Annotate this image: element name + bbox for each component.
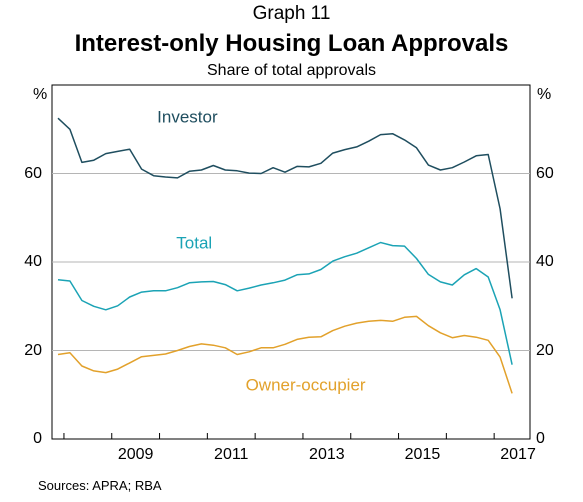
y-tick-left-0: 0 bbox=[33, 430, 42, 447]
x-tick-marks bbox=[63, 433, 495, 439]
series-label-owner-occupier: Owner-occupier bbox=[246, 375, 366, 394]
y-tick-right-60: 60 bbox=[536, 164, 554, 182]
y-tick-left-20: 20 bbox=[24, 341, 42, 359]
x-tick-label-2015: 2015 bbox=[404, 446, 441, 463]
series-label-investor: Investor bbox=[157, 108, 218, 127]
series-label-total: Total bbox=[176, 234, 212, 253]
x-tick-label-2011: 2011 bbox=[214, 446, 249, 463]
graph-number: Graph 11 bbox=[252, 3, 331, 24]
series-labels: Investor Total Owner-occupier bbox=[157, 108, 366, 395]
series-line-owner-occupier bbox=[57, 315, 513, 394]
x-tick-label-2013: 2013 bbox=[309, 446, 345, 463]
sources-note: Sources: APRA; RBA bbox=[38, 478, 162, 493]
y-tick-left-60: 60 bbox=[24, 164, 42, 182]
series-lines bbox=[57, 117, 513, 394]
y-tick-left-40: 40 bbox=[24, 253, 42, 270]
chart-title: Interest-only Housing Loan Approvals bbox=[74, 30, 509, 57]
gridlines bbox=[52, 173, 530, 351]
series-line-total bbox=[57, 241, 513, 365]
y-tick-right-0: 0 bbox=[536, 430, 545, 447]
x-tick-label-2009: 2009 bbox=[117, 446, 154, 463]
series-line-investor bbox=[57, 117, 513, 299]
chart-subtitle: Share of total approvals bbox=[207, 62, 376, 79]
y-tick-right-40: 40 bbox=[536, 253, 554, 270]
x-tick-label-2017: 2017 bbox=[500, 446, 536, 463]
y-unit-right: % bbox=[537, 86, 552, 103]
y-unit-left: % bbox=[33, 86, 48, 103]
y-tick-right-20: 20 bbox=[536, 341, 554, 359]
